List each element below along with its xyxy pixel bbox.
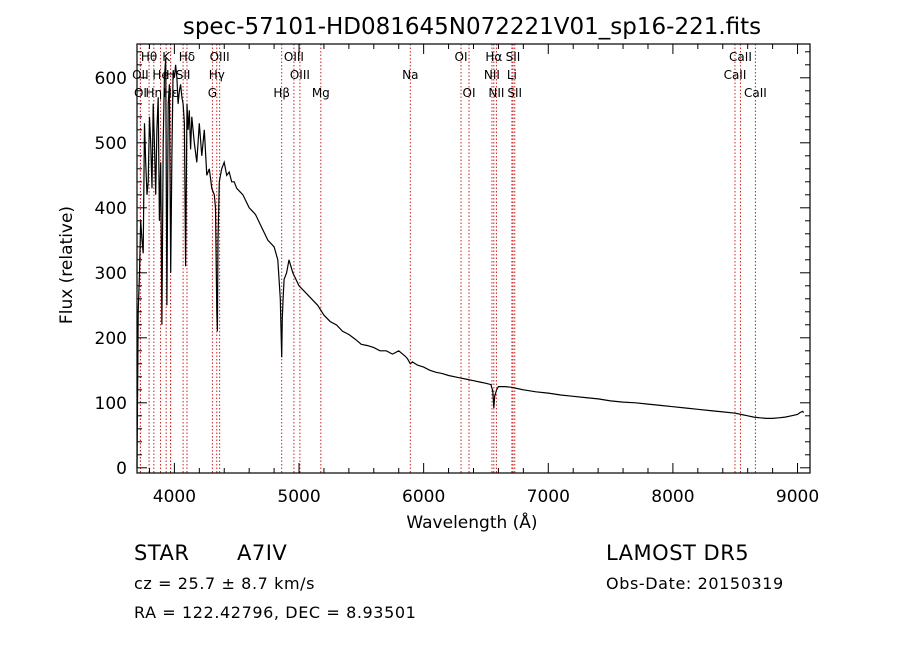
marker-label-3: OIII xyxy=(210,50,230,64)
x-tick-label-9000: 9000 xyxy=(776,487,819,507)
marker-label-6: Hα xyxy=(485,50,502,64)
spectrum-line xyxy=(136,58,805,468)
marker-label-18: CaII xyxy=(724,68,747,82)
chart-title: spec-57101-HD081645N072221V01_sp16-221.f… xyxy=(183,14,761,40)
marker-label-8: CaII xyxy=(729,50,752,64)
y-axis: 0 100 200 300 400 500 600 xyxy=(95,51,810,479)
plot-frame xyxy=(136,43,811,474)
marker-label-17: Li xyxy=(507,68,517,82)
line-markers-group xyxy=(139,44,756,473)
survey-name: LAMOST DR5 xyxy=(606,541,750,565)
marker-label-21: Hε xyxy=(163,86,179,100)
marker-label-27: SII xyxy=(507,86,522,100)
observation-date: Obs-Date: 20150319 xyxy=(606,574,784,593)
object-subclass: A7IV xyxy=(237,541,288,565)
marker-label-0: Hθ xyxy=(141,50,157,64)
x-tick-label-5000: 5000 xyxy=(277,487,320,507)
y-axis-label: Flux (relative) xyxy=(57,206,77,324)
marker-label-13: Hγ xyxy=(209,68,225,82)
object-class: STAR xyxy=(134,541,190,565)
marker-label-28: CaII xyxy=(744,86,767,100)
x-tick-label-7000: 7000 xyxy=(527,487,570,507)
marker-label-2: Hδ xyxy=(179,50,195,64)
y-tick-label-300: 300 xyxy=(95,264,127,284)
marker-label-16: NII xyxy=(484,68,500,82)
marker-label-25: OI xyxy=(463,86,476,100)
marker-label-1: K xyxy=(162,50,171,64)
x-axis-label: Wavelength (Å) xyxy=(406,511,537,533)
marker-label-4: OIII xyxy=(284,50,304,64)
coordinates: RA = 122.42796, DEC = 8.93501 xyxy=(134,603,417,622)
marker-label-23: Hβ xyxy=(273,86,290,100)
marker-label-11: H xyxy=(166,68,175,82)
y-tick-label-200: 200 xyxy=(95,329,127,349)
x-axis: 4000 5000 6000 7000 8000 9000 xyxy=(148,44,819,507)
marker-label-7: SII xyxy=(506,50,521,64)
marker-label-24: Mg xyxy=(312,86,330,100)
y-tick-label-100: 100 xyxy=(95,394,127,414)
y-tick-label-600: 600 xyxy=(95,69,127,89)
y-tick-label-400: 400 xyxy=(95,199,127,219)
marker-label-5: OI xyxy=(455,50,468,64)
y-tick-label-0: 0 xyxy=(116,459,127,479)
marker-label-26: NII xyxy=(488,86,504,100)
marker-label-9: OII xyxy=(132,68,149,82)
x-tick-label-4000: 4000 xyxy=(153,487,196,507)
marker-label-22: G xyxy=(208,86,217,100)
x-tick-label-8000: 8000 xyxy=(651,487,694,507)
marker-label-15: Na xyxy=(402,68,418,82)
redshift-cz: cz = 25.7 ± 8.7 km/s xyxy=(134,574,316,593)
marker-label-20: Hη xyxy=(146,86,163,100)
x-tick-label-6000: 6000 xyxy=(402,487,445,507)
y-tick-label-500: 500 xyxy=(95,134,127,154)
marker-label-12: SII xyxy=(176,68,191,82)
marker-label-14: OIII xyxy=(290,68,310,82)
